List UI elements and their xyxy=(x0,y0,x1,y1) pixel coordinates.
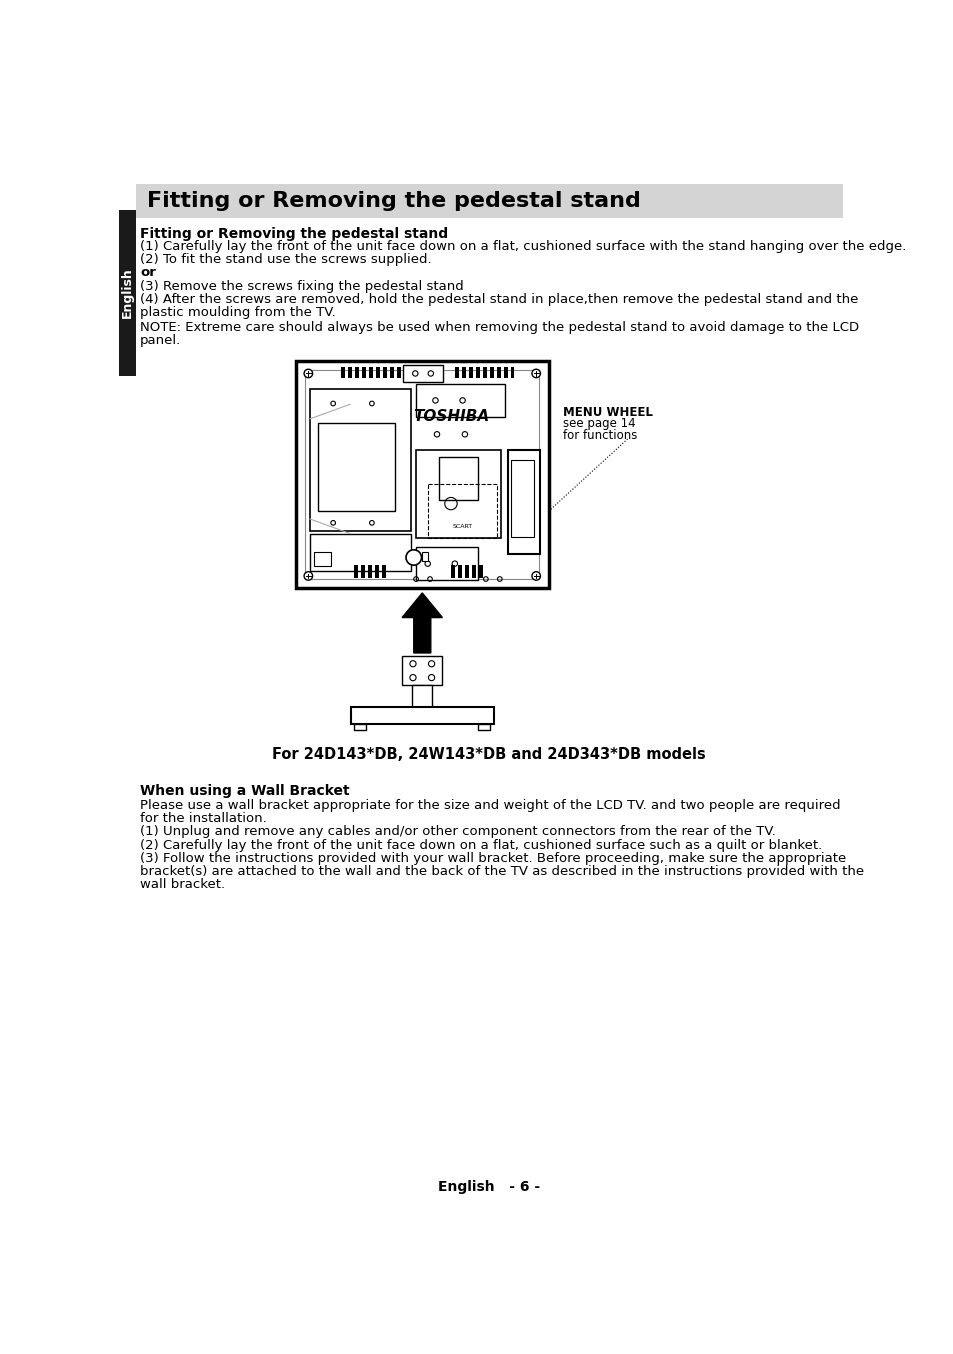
Bar xyxy=(427,485,497,539)
Text: TOSHIBA: TOSHIBA xyxy=(413,409,489,424)
Text: plastic moulding from the TV.: plastic moulding from the TV. xyxy=(140,306,335,318)
Bar xyxy=(354,724,366,730)
Bar xyxy=(482,367,486,378)
Bar xyxy=(457,565,461,578)
Bar xyxy=(510,367,514,378)
Bar xyxy=(416,385,505,417)
Text: When using a Wall Bracket: When using a Wall Bracket xyxy=(140,784,350,798)
Bar xyxy=(489,367,493,378)
Text: English   - 6 -: English - 6 - xyxy=(437,1179,539,1194)
Circle shape xyxy=(304,370,313,378)
Bar xyxy=(382,367,386,378)
Text: see page 14: see page 14 xyxy=(562,417,635,431)
Bar xyxy=(461,367,465,378)
Bar xyxy=(310,389,410,531)
Bar xyxy=(361,367,365,378)
Bar xyxy=(369,367,373,378)
Bar xyxy=(305,371,538,580)
Bar xyxy=(503,367,507,378)
Text: (4) After the screws are removed, hold the pedestal stand in place,then remove t: (4) After the screws are removed, hold t… xyxy=(140,292,858,306)
Bar xyxy=(416,450,500,539)
Text: or: or xyxy=(140,267,156,279)
Bar xyxy=(368,565,372,578)
Text: panel.: panel. xyxy=(140,334,181,347)
Bar xyxy=(351,707,494,724)
Bar xyxy=(455,367,458,378)
Circle shape xyxy=(532,571,540,581)
Text: (3) Follow the instructions provided with your wall bracket. Before proceeding, : (3) Follow the instructions provided wit… xyxy=(140,852,845,865)
Text: wall bracket.: wall bracket. xyxy=(140,877,225,891)
Text: bracket(s) are attached to the wall and the back of the TV as described in the i: bracket(s) are attached to the wall and … xyxy=(140,865,863,877)
Bar xyxy=(439,458,477,500)
Text: Please use a wall bracket appropriate for the size and weight of the LCD TV. and: Please use a wall bracket appropriate fo… xyxy=(140,799,840,812)
Text: (3) Remove the screws fixing the pedestal stand: (3) Remove the screws fixing the pedesta… xyxy=(140,279,463,292)
Bar xyxy=(314,552,331,566)
Text: NOTE: Extreme care should always be used when removing the pedestal stand to avo: NOTE: Extreme care should always be used… xyxy=(140,321,859,334)
Bar xyxy=(136,184,842,218)
Circle shape xyxy=(410,661,416,666)
Text: MENU WHEEL: MENU WHEEL xyxy=(562,406,652,418)
Text: for functions: for functions xyxy=(562,429,637,441)
Bar xyxy=(416,547,477,580)
Bar xyxy=(478,565,482,578)
Bar xyxy=(477,724,490,730)
Text: (2) To fit the stand use the screws supplied.: (2) To fit the stand use the screws supp… xyxy=(140,253,432,267)
Circle shape xyxy=(428,674,435,681)
Circle shape xyxy=(428,661,435,666)
Text: English: English xyxy=(121,267,134,318)
Bar xyxy=(354,565,357,578)
Bar xyxy=(476,367,479,378)
Circle shape xyxy=(304,571,313,581)
Text: for the installation.: for the installation. xyxy=(140,812,267,826)
Bar xyxy=(468,367,472,378)
Circle shape xyxy=(406,550,421,565)
Bar xyxy=(507,450,539,554)
Text: (2) Carefully lay the front of the unit face down on a flat, cushioned surface s: (2) Carefully lay the front of the unit … xyxy=(140,838,821,852)
Text: SCART: SCART xyxy=(452,524,472,529)
Bar xyxy=(375,565,378,578)
Bar xyxy=(348,367,352,378)
FancyArrow shape xyxy=(402,593,442,653)
Bar xyxy=(295,362,548,588)
Bar xyxy=(412,685,432,707)
Text: (1) Unplug and remove any cables and/or other component connectors from the rear: (1) Unplug and remove any cables and/or … xyxy=(140,826,775,838)
Bar xyxy=(381,565,385,578)
Bar xyxy=(472,565,476,578)
Bar xyxy=(497,367,500,378)
Bar xyxy=(375,367,379,378)
Bar xyxy=(355,367,358,378)
Bar xyxy=(396,367,400,378)
Text: Fitting or Removing the pedestal stand: Fitting or Removing the pedestal stand xyxy=(147,191,640,211)
Bar xyxy=(340,367,344,378)
Text: For 24D143*DB, 24W143*DB and 24D343*DB models: For 24D143*DB, 24W143*DB and 24D343*DB m… xyxy=(272,747,705,762)
Circle shape xyxy=(410,674,416,681)
Bar xyxy=(464,565,468,578)
Bar xyxy=(402,657,442,685)
Text: Fitting or Removing the pedestal stand: Fitting or Removing the pedestal stand xyxy=(140,227,448,241)
Bar xyxy=(310,535,410,571)
Text: (1) Carefully lay the front of the unit face down on a flat, cushioned surface w: (1) Carefully lay the front of the unit … xyxy=(140,240,905,253)
Bar xyxy=(402,366,443,382)
Bar xyxy=(451,565,455,578)
Bar xyxy=(510,460,534,536)
Bar xyxy=(360,565,365,578)
Bar xyxy=(317,422,395,512)
Bar xyxy=(422,552,428,562)
Bar xyxy=(390,367,394,378)
Bar xyxy=(119,210,136,376)
Circle shape xyxy=(532,370,540,378)
